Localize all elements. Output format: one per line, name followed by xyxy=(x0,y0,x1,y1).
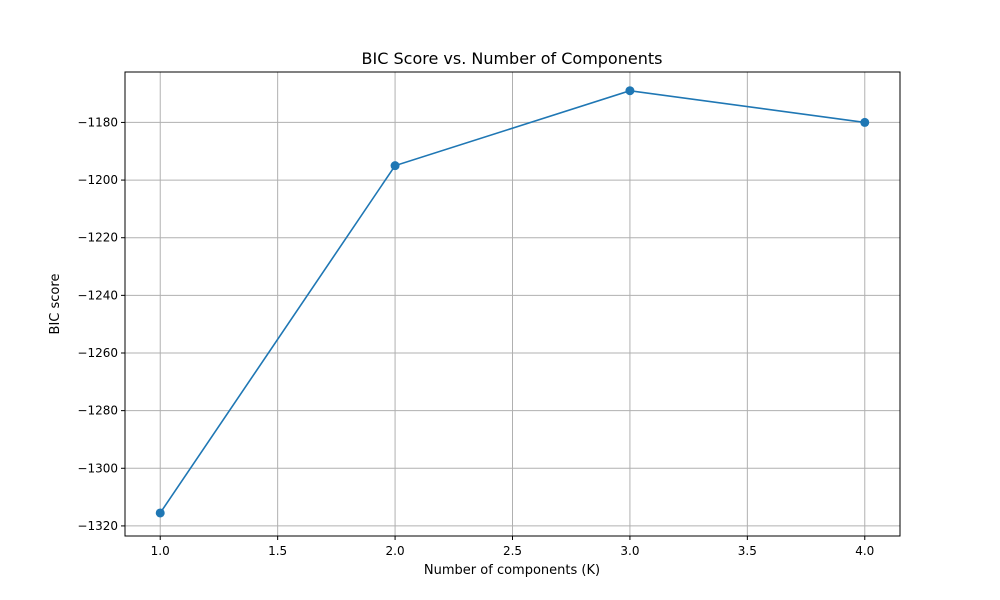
y-tick-label: −1240 xyxy=(77,288,118,302)
grid xyxy=(125,72,900,536)
y-axis-label: BIC score xyxy=(48,274,63,335)
ticks: 1.0 1.5 2.0 2.5 3.0 3.5 4.0 −1320 −1300 −1280 −126… xyxy=(77,115,874,558)
series-line xyxy=(159,89,865,514)
y-tick-label: −1200 xyxy=(77,173,118,187)
plot-frame xyxy=(124,71,901,537)
y-tick-label: −1280 xyxy=(77,404,118,418)
x-tick-label: 4.0 xyxy=(855,544,874,558)
data-point xyxy=(625,86,635,96)
x-axis-label: Number of components (K) xyxy=(424,563,600,578)
x-tick-label: 1.5 xyxy=(268,544,287,558)
data-point xyxy=(390,161,400,171)
chart-title: BIC Score vs. Number of Components xyxy=(362,49,663,68)
x-tick-label: 2.0 xyxy=(386,544,405,558)
x-tick-label: 3.0 xyxy=(620,544,639,558)
series-layer xyxy=(155,86,870,518)
y-tick-label: −1320 xyxy=(77,519,118,533)
y-tick-label: −1220 xyxy=(77,231,118,245)
data-point xyxy=(155,508,165,518)
data-point xyxy=(860,117,870,127)
y-tick-label: −1260 xyxy=(77,346,118,360)
x-tick-label: 2.5 xyxy=(503,544,522,558)
x-tick-label: 1.0 xyxy=(151,544,170,558)
y-tick-label: −1300 xyxy=(77,461,118,475)
y-tick-label: −1180 xyxy=(77,115,118,129)
x-tick-label: 3.5 xyxy=(738,544,757,558)
